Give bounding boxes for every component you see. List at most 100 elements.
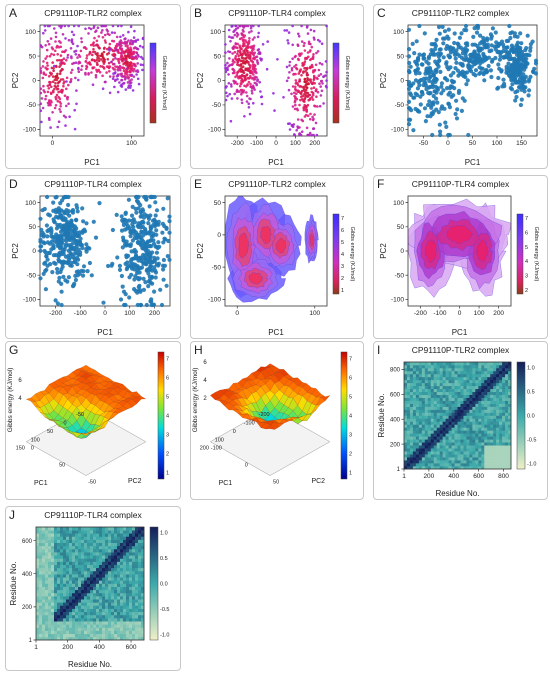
- panel-letter: J: [9, 508, 15, 522]
- matrix-cell: [436, 406, 440, 410]
- matrix-cell: [436, 442, 440, 446]
- data-point: [110, 227, 115, 233]
- data-point: [68, 115, 71, 118]
- data-point: [495, 86, 500, 91]
- data-point: [227, 82, 231, 85]
- data-point: [325, 24, 328, 28]
- data-point: [239, 88, 243, 92]
- matrix-cell: [51, 599, 55, 603]
- matrix-cell: [48, 614, 52, 619]
- data-point: [454, 60, 459, 65]
- matrix-cell: [478, 364, 482, 369]
- x-tick-label: -200: [259, 412, 270, 418]
- colorbar-tick-label: 4: [525, 259, 528, 265]
- data-point: [312, 74, 316, 78]
- data-point: [424, 87, 429, 92]
- data-point: [509, 78, 514, 83]
- data-point: [69, 78, 73, 81]
- data-point: [509, 87, 515, 92]
- matrix-cell: [81, 630, 85, 635]
- matrix-cell: [445, 403, 449, 407]
- matrix-cell: [436, 454, 440, 458]
- data-point: [65, 104, 68, 108]
- data-point: [441, 55, 446, 60]
- matrix-cell: [415, 430, 420, 434]
- data-point: [285, 65, 289, 69]
- matrix-cell: [442, 370, 446, 375]
- data-point: [57, 252, 62, 257]
- matrix-cell: [439, 382, 443, 387]
- matrix-cell: [105, 599, 109, 603]
- data-point: [50, 235, 56, 240]
- matrix-cell: [39, 614, 43, 619]
- matrix-cell: [412, 391, 417, 395]
- matrix-cell: [451, 439, 455, 443]
- data-point: [414, 39, 419, 44]
- matrix-cell: [87, 614, 91, 619]
- matrix-cell: [412, 388, 417, 393]
- matrix-cell: [499, 457, 503, 461]
- data-point: [283, 29, 286, 32]
- matrix-cell: [478, 370, 482, 375]
- data-point: [499, 39, 505, 44]
- contour-regions: [408, 198, 511, 298]
- matrix-cell: [126, 618, 130, 622]
- matrix-cell: [412, 427, 417, 431]
- panel-c: C CP91110P-TLR2 complex -50 0 50 100 150 100 50 0…: [373, 4, 548, 169]
- data-point: [303, 103, 306, 107]
- data-point: [425, 114, 430, 119]
- matrix-cell: [472, 370, 476, 375]
- data-point: [524, 46, 529, 51]
- matrix-cell: [415, 418, 420, 422]
- matrix-cell: [117, 611, 121, 616]
- data-point: [148, 229, 153, 234]
- matrix-cell: [111, 611, 115, 616]
- data-point: [528, 48, 533, 53]
- data-point: [50, 52, 53, 56]
- matrix-cell: [463, 394, 467, 398]
- data-point: [133, 67, 136, 71]
- data-point: [302, 70, 305, 73]
- matrix-cell: [451, 436, 455, 440]
- matrix-cell: [427, 454, 432, 458]
- matrix-cell: [135, 633, 139, 638]
- data-point: [63, 50, 66, 54]
- matrix-cell: [463, 362, 467, 366]
- x-tick-label: 200: [200, 446, 209, 452]
- matrix-cell: [404, 439, 408, 443]
- matrix-cell: [66, 602, 70, 606]
- matrix-cell: [496, 412, 500, 416]
- matrix-cell: [484, 367, 488, 372]
- matrix-cell: [451, 400, 455, 404]
- data-point: [139, 243, 144, 248]
- matrix-cell: [424, 373, 429, 378]
- data-point: [100, 52, 104, 55]
- matrix-cell: [406, 409, 411, 413]
- matrix-cell: [445, 421, 449, 425]
- matrix-cell: [72, 605, 76, 609]
- matrix-cell: [48, 630, 52, 635]
- matrix-cell: [433, 376, 437, 381]
- matrix-cell: [490, 466, 494, 470]
- matrix-cell: [39, 599, 43, 603]
- matrix-cell: [45, 630, 49, 635]
- data-point: [136, 77, 140, 81]
- matrix-cell: [141, 618, 145, 622]
- data-point: [100, 31, 103, 34]
- matrix-cell: [487, 427, 491, 431]
- data-point: [56, 125, 59, 129]
- matrix-cell: [108, 636, 112, 641]
- data-point: [258, 80, 261, 84]
- data-point: [432, 52, 438, 57]
- data-point: [476, 54, 482, 59]
- matrix-cell: [490, 433, 494, 437]
- data-point: [107, 65, 110, 68]
- data-point: [240, 101, 244, 105]
- data-point: [227, 73, 230, 76]
- data-point: [316, 50, 320, 53]
- matrix-cell: [96, 621, 100, 625]
- matrix-cell: [448, 439, 452, 443]
- matrix-cell: [123, 630, 127, 635]
